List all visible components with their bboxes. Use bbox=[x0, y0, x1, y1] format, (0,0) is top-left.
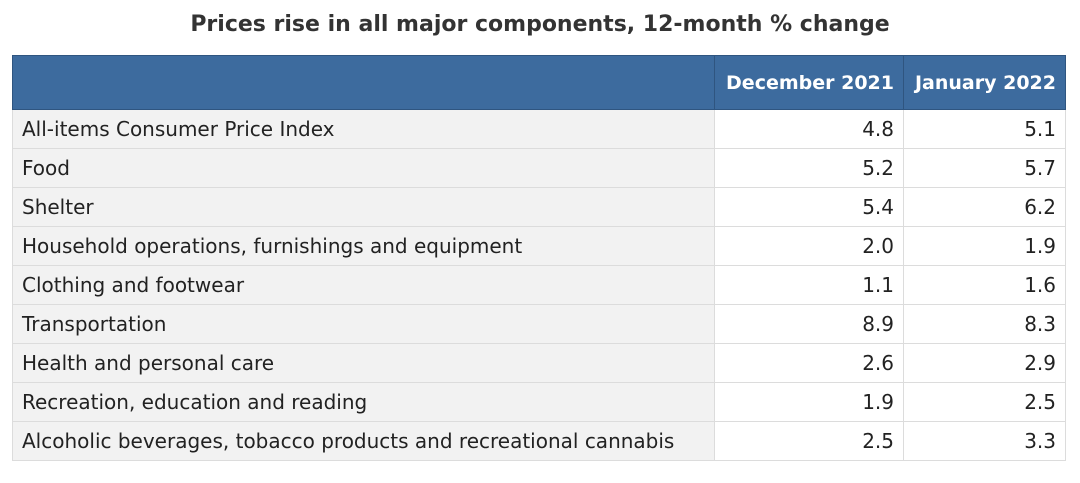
cell-value: 8.9 bbox=[714, 304, 904, 344]
row-label: Food bbox=[12, 148, 715, 188]
cell-value: 6.2 bbox=[903, 187, 1066, 227]
column-header: January 2022 bbox=[903, 55, 1066, 110]
cell-value: 3.3 bbox=[903, 421, 1066, 461]
table-row: Shelter 5.4 6.2 bbox=[12, 187, 1066, 227]
cell-value: 2.9 bbox=[903, 343, 1066, 383]
table-row: Transportation 8.9 8.3 bbox=[12, 304, 1066, 344]
row-label: Health and personal care bbox=[12, 343, 715, 383]
cell-value: 2.6 bbox=[714, 343, 904, 383]
cell-value: 1.9 bbox=[714, 382, 904, 422]
table-body: All-items Consumer Price Index 4.8 5.1 Food… bbox=[12, 109, 1066, 461]
cell-value: 5.2 bbox=[714, 148, 904, 188]
cpi-table: December 2021 January 2022 All-items Cons… bbox=[12, 55, 1066, 461]
row-label: Household operations, furnishings and eq… bbox=[12, 226, 715, 266]
column-header: December 2021 bbox=[714, 55, 904, 110]
row-label: Clothing and footwear bbox=[12, 265, 715, 305]
cell-value: 1.6 bbox=[903, 265, 1066, 305]
table-row: Alcoholic beverages, tobacco products an… bbox=[12, 421, 1066, 461]
cell-value: 2.5 bbox=[714, 421, 904, 461]
table-row: All-items Consumer Price Index 4.8 5.1 bbox=[12, 109, 1066, 149]
cell-value: 8.3 bbox=[903, 304, 1066, 344]
cell-value: 1.9 bbox=[903, 226, 1066, 266]
row-label: Recreation, education and reading bbox=[12, 382, 715, 422]
title: Prices rise in all major components, 12-… bbox=[190, 12, 890, 37]
table-row: Clothing and footwear 1.1 1.6 bbox=[12, 265, 1066, 305]
row-label: Shelter bbox=[12, 187, 715, 227]
cell-value: 5.1 bbox=[903, 109, 1066, 149]
row-label: All-items Consumer Price Index bbox=[12, 109, 715, 149]
header-cell bbox=[12, 55, 715, 110]
row-label: Alcoholic beverages, tobacco products an… bbox=[12, 421, 715, 461]
cell-value: 4.8 bbox=[714, 109, 904, 149]
cell-value: 2.0 bbox=[714, 226, 904, 266]
table-row: Health and personal care 2.6 2.9 bbox=[12, 343, 1066, 383]
cell-value: 1.1 bbox=[714, 265, 904, 305]
cell-value: 5.7 bbox=[903, 148, 1066, 188]
table-row: Household operations, furnishings and eq… bbox=[12, 226, 1066, 266]
cell-value: 2.5 bbox=[903, 382, 1066, 422]
row-label: Transportation bbox=[12, 304, 715, 344]
cell-value: 5.4 bbox=[714, 187, 904, 227]
header-row: December 2021 January 2022 bbox=[12, 55, 1066, 110]
table-row: Food 5.2 5.7 bbox=[12, 148, 1066, 188]
table-row: Recreation, education and reading 1.9 2.5 bbox=[12, 382, 1066, 422]
